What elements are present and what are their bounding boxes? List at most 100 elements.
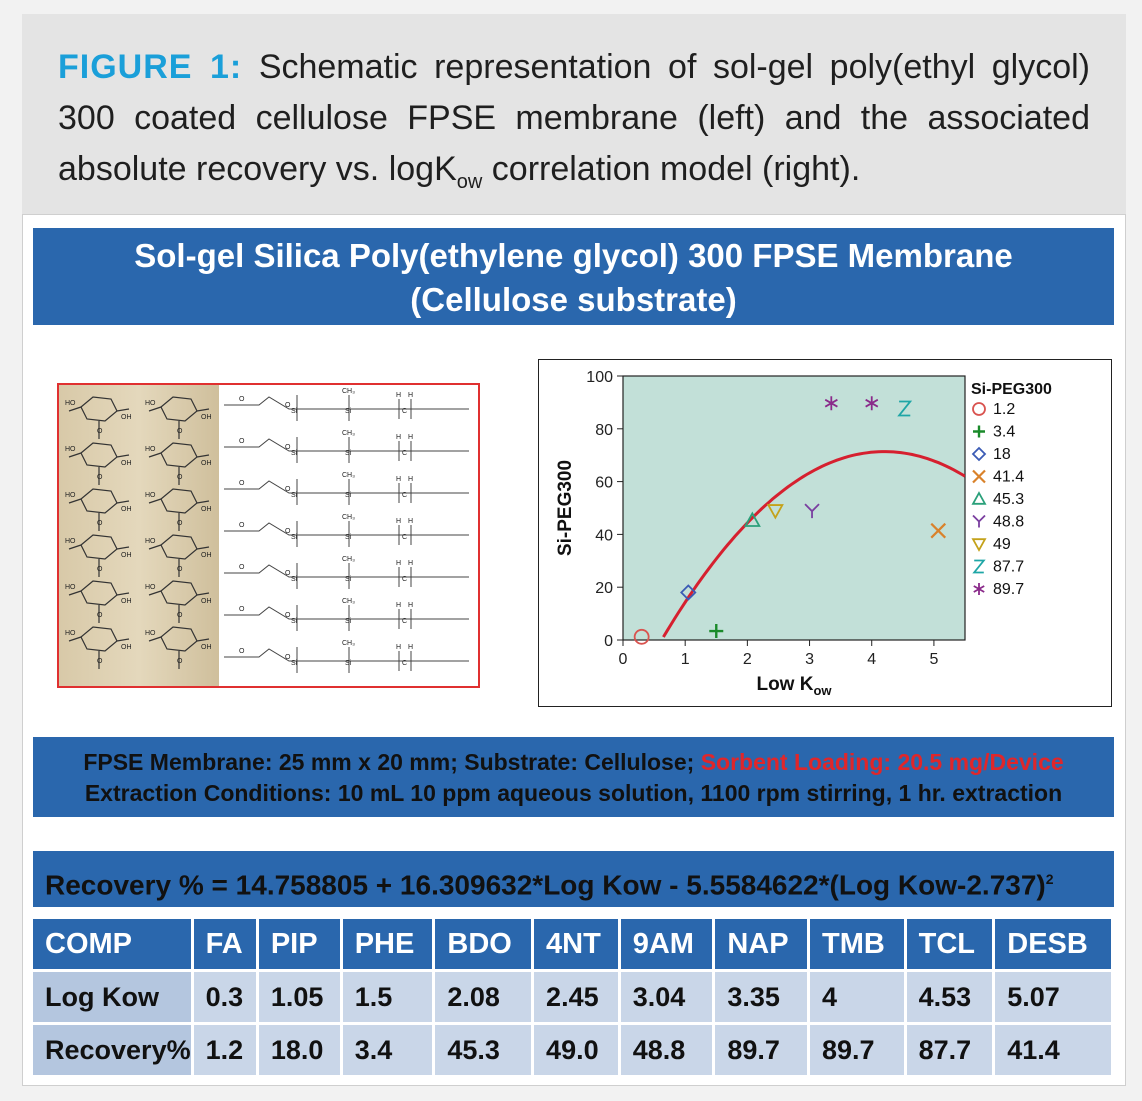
structure-mark: H [408,476,413,483]
structure-mark: C [402,576,407,583]
legend-label: 49 [993,536,1011,553]
x-tick-label: 4 [867,651,876,668]
structure-mark [224,564,469,578]
table-header: BDO [433,919,535,972]
legend-label: 1.2 [993,401,1015,418]
legend-label: 48.8 [993,514,1024,531]
data-point [743,511,761,527]
structure-mark: H [408,392,413,399]
table-cell: 45.3 [433,1023,535,1078]
table-cell: 89.7 [713,1023,811,1078]
table-cell: 5.07 [993,970,1114,1025]
structure-mark: HO [65,538,76,545]
structure-mark: OH [201,506,212,513]
y-axis-label: Si-PEG300 [555,460,576,556]
peg-chains [224,395,469,673]
data-point [824,396,838,411]
structure-mark: HO [65,584,76,591]
structure-mark: H [396,602,401,609]
structure-mark: O [239,396,245,403]
table-header: NAP [713,919,811,972]
structure-mark: O [239,438,245,445]
sorbent-loading: Sorbent Loading: 20.5 mg/Device [700,749,1064,775]
structure-mark: OH [121,598,132,605]
y-tick-label: 80 [595,422,613,439]
structure-mark: O [97,428,103,435]
table-cell: 3.4 [341,1023,436,1078]
structure-mark: Si [345,576,352,583]
structure-mark [296,437,412,463]
structure-mark: OH [201,598,212,605]
conditions-band: FPSE Membrane: 25 mm x 20 mm; Substrate:… [33,737,1114,817]
legend-marker [973,583,985,595]
structure-mark [68,498,130,531]
table-cell: 1.05 [257,970,343,1025]
structure-mark [160,626,198,652]
structure-mark [148,636,210,669]
structure-mark: O [285,654,291,661]
structure-mark: H [408,560,413,567]
structure-labels: HOOHOHOOHOHOOHOHOOHOHOOHOHOOHOHOOHOHOOHO… [65,388,413,667]
caption-text-2: correlation model (right). [482,150,861,188]
table-cell: 49.0 [532,1023,621,1078]
data-point [633,628,650,645]
legend-label: 3.4 [993,424,1015,441]
table-cell: 18.0 [257,1023,343,1078]
structure-mark: CH₃ [342,556,355,563]
table-header: TCL [905,919,996,972]
x-tick-label: 2 [743,651,752,668]
x-tick-label: 0 [619,651,628,668]
table-cell: Recovery% [33,1023,194,1078]
legend-label: 45.3 [993,491,1024,508]
legend-label: 89.7 [993,581,1024,598]
structure-mark: HO [145,400,156,407]
equation-superscript: 2 [1045,871,1054,887]
structure-mark: H [396,560,401,567]
structure-mark [224,648,469,662]
structure-mark: Si [291,618,298,625]
structure-mark: HO [145,630,156,637]
panel-title-line1: Sol-gel Silica Poly(ethylene glycol) 300… [134,237,1013,274]
structure-mark [148,544,210,577]
legend-marker [972,402,986,416]
structure-mark [224,438,469,452]
structure-mark: Si [345,450,352,457]
structure-mark: OH [201,460,212,467]
structure-mark: O [97,658,103,665]
structure-mark: Si [345,534,352,541]
structure-mark: CH₃ [342,640,355,647]
legend-marker [972,559,986,574]
y-tick-label: 60 [595,475,613,492]
structure-mark: CH₃ [342,430,355,437]
structure-mark [296,395,412,421]
table-header: 9AM [619,919,716,972]
structure-mark: Si [345,660,352,667]
table-header-row: COMP FA PIP PHE BDO 4NT 9AM NAP TMB TCL … [33,919,1114,972]
structure-mark [68,636,130,669]
y-tick-label: 20 [595,580,613,597]
structure-mark: C [402,492,407,499]
table-header: 4NT [532,919,621,972]
legend-label: 41.4 [993,469,1024,486]
structure-mark: O [177,474,183,481]
cellulose-rings [68,396,210,669]
data-point [804,503,820,519]
y-tick-label: 40 [595,527,613,544]
table-row: Log Kow 0.3 1.05 1.5 2.08 2.45 3.04 3.35… [33,970,1114,1025]
legend-label: 18 [993,446,1011,463]
table-cell: 48.8 [619,1023,716,1078]
structure-mark: C [402,660,407,667]
structure-mark: H [396,518,401,525]
structure-mark [296,479,412,505]
table-row: Recovery% 1.2 18.0 3.4 45.3 49.0 48.8 89… [33,1023,1114,1078]
structure-mark: HO [145,446,156,453]
structure-mark: C [402,618,407,625]
structure-mark [148,590,210,623]
structure-mark: O [97,612,103,619]
data-point [930,522,947,539]
structure-mark: HO [65,400,76,407]
table-cell: 2.45 [532,970,621,1025]
structure-mark: OH [121,460,132,467]
conditions-line2: Extraction Conditions: 10 mL 10 ppm aque… [84,780,1063,806]
structure-mark: OH [121,552,132,559]
